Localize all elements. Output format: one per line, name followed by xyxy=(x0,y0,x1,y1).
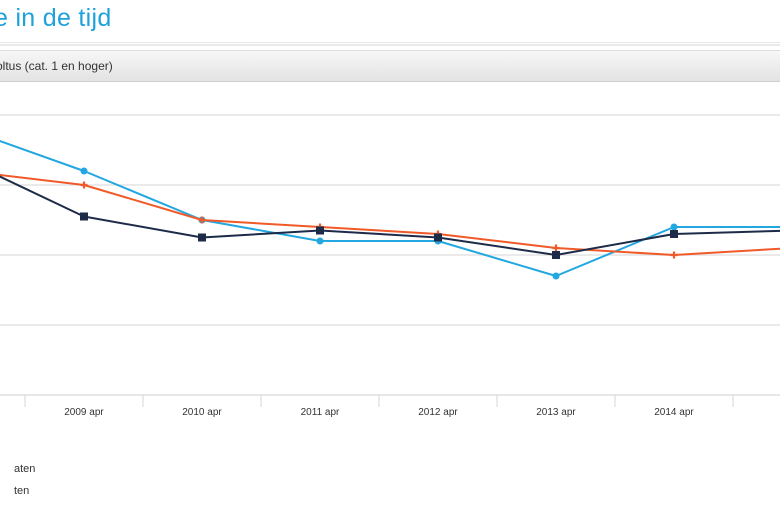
data-point xyxy=(316,237,324,245)
series-1 xyxy=(0,140,780,280)
title-divider xyxy=(0,42,780,43)
legend-label-2: ten xyxy=(14,485,30,497)
x-tick-label: 2011 apr xyxy=(301,407,340,418)
series-line xyxy=(0,140,780,277)
series-line xyxy=(0,174,780,256)
x-axis xyxy=(0,394,780,407)
data-point xyxy=(80,167,88,175)
data-point xyxy=(670,230,678,238)
page-title: e in de tijd xyxy=(0,4,112,32)
x-tick-label: 2010 apr xyxy=(182,407,222,418)
legend-item-1[interactable]: aten xyxy=(0,463,35,475)
data-point xyxy=(198,233,206,242)
chart-subtitle-bar: oltus (cat. 1 en hoger) xyxy=(0,50,780,82)
data-point xyxy=(80,212,88,221)
chart-subtitle: oltus (cat. 1 en hoger) xyxy=(0,59,113,73)
data-point xyxy=(80,181,88,189)
x-tick-label: 2013 apr xyxy=(536,407,576,418)
legend-label-1: aten xyxy=(14,463,36,475)
data-point xyxy=(552,251,560,259)
data-point xyxy=(552,244,560,252)
data-point xyxy=(434,233,442,242)
data-point xyxy=(670,223,678,231)
x-tick-label: 2014 apr xyxy=(654,407,694,418)
series-2 xyxy=(0,174,780,259)
series-lines xyxy=(0,140,780,280)
legend-swatch-2 xyxy=(0,487,8,495)
series-line xyxy=(0,175,780,256)
data-point xyxy=(670,251,678,259)
legend-item-2[interactable]: ten xyxy=(0,485,29,497)
data-point xyxy=(316,226,324,235)
data-point xyxy=(198,216,206,224)
legend-swatch-1 xyxy=(0,465,8,473)
x-tick-labels: 2009 apr 2010 apr 2011 apr 2012 apr 2013 apr… xyxy=(64,407,694,418)
x-tick-label: 2012 apr xyxy=(418,407,458,418)
series-3 xyxy=(0,175,780,259)
data-point xyxy=(552,272,560,280)
grid-lines xyxy=(0,44,780,326)
x-tick-label: 2009 apr xyxy=(64,407,104,418)
